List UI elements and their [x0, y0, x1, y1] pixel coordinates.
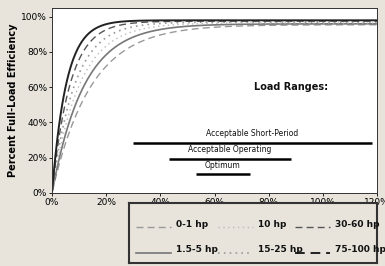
X-axis label: Percent Full Load: Percent Full Load: [163, 210, 266, 219]
Text: Load Ranges:: Load Ranges:: [254, 82, 328, 93]
Text: Optimum: Optimum: [205, 161, 241, 170]
Text: Acceptable Operating: Acceptable Operating: [188, 145, 271, 154]
Text: 0-1 hp: 0-1 hp: [176, 220, 208, 229]
Text: 1.5-5 hp: 1.5-5 hp: [176, 245, 218, 254]
Text: 15-25 hp: 15-25 hp: [258, 245, 303, 254]
Text: 30-60 hp: 30-60 hp: [335, 220, 380, 229]
Text: Acceptable Short-Period: Acceptable Short-Period: [206, 129, 299, 138]
Y-axis label: Percent Full-Load Efficiency: Percent Full-Load Efficiency: [8, 24, 18, 177]
Text: 75-100 hp: 75-100 hp: [335, 245, 385, 254]
Text: 10 hp: 10 hp: [258, 220, 286, 229]
